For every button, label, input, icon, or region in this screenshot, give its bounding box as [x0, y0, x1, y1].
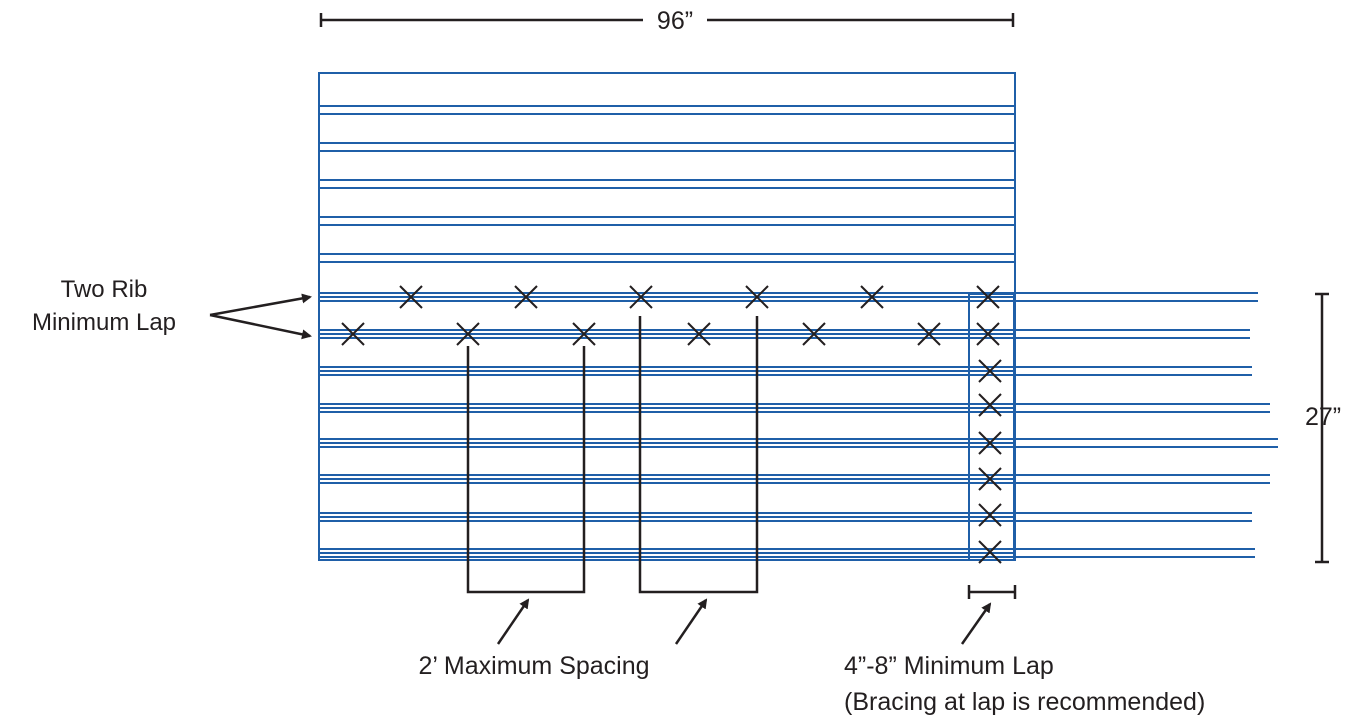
fastener-stroke [514, 285, 538, 309]
fastener-x-icon [978, 467, 1002, 491]
fastener-stroke [976, 285, 1000, 309]
height-dimension-label: 27” [1305, 403, 1341, 431]
fastener-x-icon [572, 322, 596, 346]
fastener-x-icon [629, 285, 653, 309]
panel-ribs [319, 105, 1278, 558]
fastener-x-icon [860, 285, 884, 309]
fastener-stroke [917, 322, 941, 346]
rib-lap-label-line2: Minimum Lap [32, 309, 176, 336]
fastener-stroke [629, 285, 653, 309]
fastener-x-icon [456, 322, 480, 346]
fastener-x-icon [341, 322, 365, 346]
fastener-x-icon [399, 285, 423, 309]
fastener-stroke [978, 467, 1002, 491]
spacing-brackets [466, 316, 759, 594]
fastener-stroke [978, 393, 1002, 417]
upper-panel-outline [318, 72, 1016, 561]
fastener-stroke [978, 503, 1002, 527]
arrow-icon [209, 293, 312, 317]
fastener-x-icon [745, 285, 769, 309]
fastener-x-icon [978, 503, 1002, 527]
spacing-bracket-right [638, 316, 759, 594]
fastener-x-icon [976, 285, 1000, 309]
fastener-x-icon [978, 393, 1002, 417]
end-lap-dimension [967, 585, 1017, 599]
rib-lap-arrows [209, 293, 312, 340]
rib-lap-label-line1: Two Rib [61, 276, 148, 303]
height-dimension [1315, 292, 1329, 564]
fastener-stroke [687, 322, 711, 346]
fastener-stroke [456, 322, 480, 346]
end-lap-label-line1: 4”-8” Minimum Lap [844, 652, 1054, 680]
fastener-x-icon [514, 285, 538, 309]
fastener-marks [341, 285, 1002, 564]
arrow-icon [209, 313, 312, 340]
fastener-x-icon [978, 359, 1002, 383]
fastener-x-icon [976, 322, 1000, 346]
fastener-stroke [572, 322, 596, 346]
fastener-stroke [860, 285, 884, 309]
fastener-stroke [399, 285, 423, 309]
fastener-stroke [802, 322, 826, 346]
spacing-label: 2’ Maximum Spacing [418, 652, 649, 680]
fastener-stroke [341, 322, 365, 346]
arrow-icon [674, 598, 708, 645]
fastener-stroke [978, 431, 1002, 455]
fastener-stroke [978, 359, 1002, 383]
fastener-x-icon [978, 540, 1002, 564]
fastener-stroke [745, 285, 769, 309]
width-dimension-label: 96” [657, 7, 693, 35]
fastener-stroke [978, 540, 1002, 564]
fastener-x-icon [978, 431, 1002, 455]
width-dimension [319, 13, 1015, 27]
fastener-x-icon [802, 322, 826, 346]
fastener-stroke [976, 322, 1000, 346]
end-lap-label-line2: (Bracing at lap is recommended) [844, 688, 1205, 716]
spacing-bracket-left [466, 346, 586, 594]
arrow-icon [496, 598, 530, 645]
fastener-x-icon [917, 322, 941, 346]
arrow-icon [960, 602, 992, 645]
end-lap-arrow [960, 602, 992, 645]
spacing-arrows [496, 598, 708, 645]
fastener-x-icon [687, 322, 711, 346]
